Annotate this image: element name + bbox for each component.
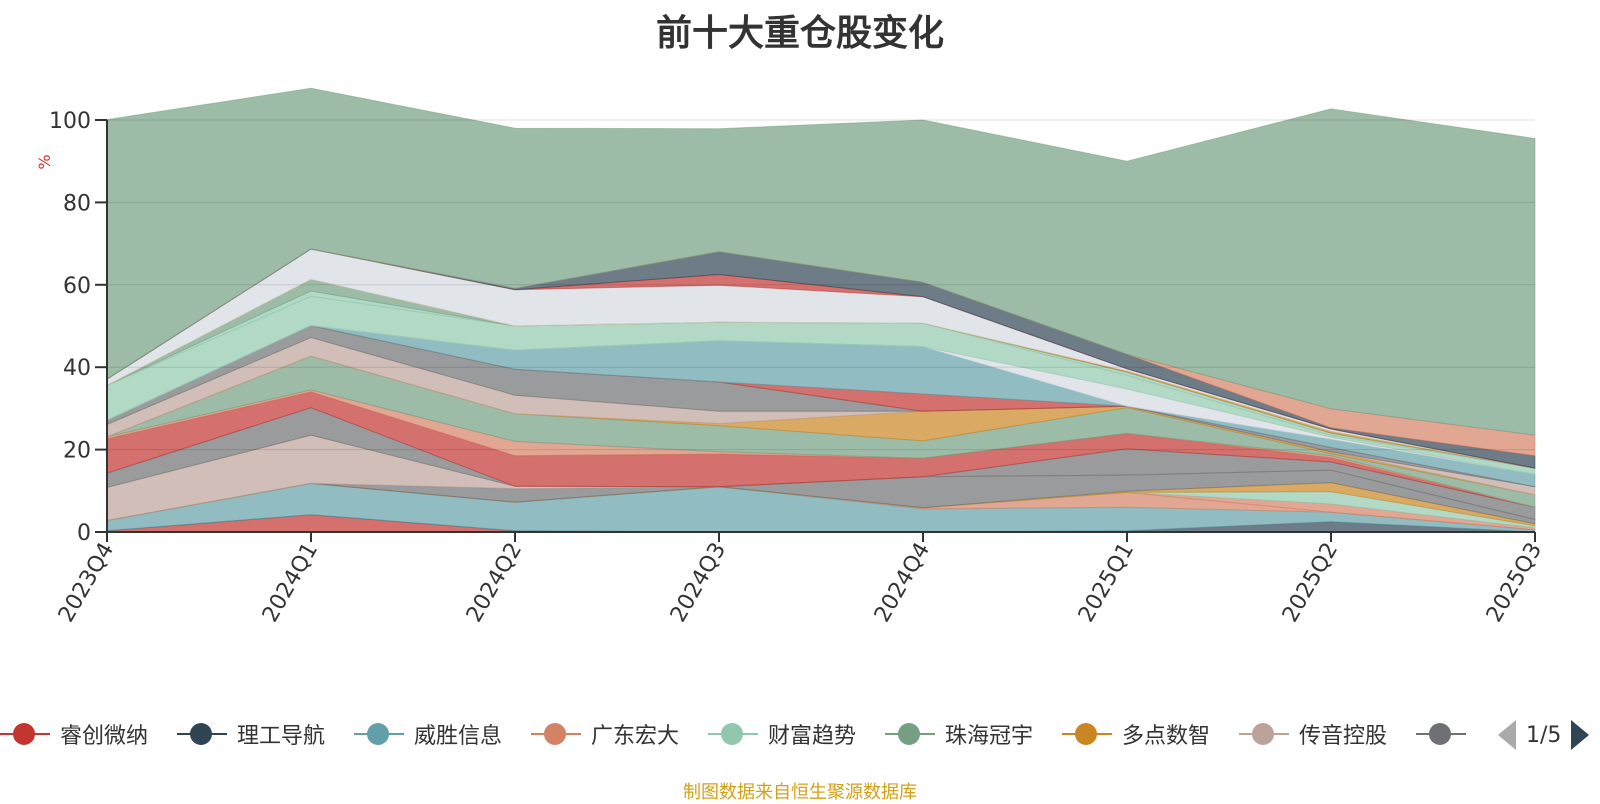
legend-label: 睿创微纳 [60, 724, 149, 749]
x-tick-label: 2024Q3 [666, 539, 731, 627]
pager-next-icon[interactable] [1571, 720, 1590, 750]
legend: 睿创微纳 理工导航 威胜信息 广东宏大 财富趋势 珠海冠宇 多点数智 传音控股 [0, 712, 1600, 756]
x-tick-label: 2024Q4 [870, 539, 935, 627]
legend-marker-icon [0, 719, 50, 749]
legend-label: 珠海冠宇 [945, 724, 1034, 749]
x-tick-label: 2025Q3 [1482, 539, 1547, 627]
legend-label: 威胜信息 [414, 724, 503, 749]
y-tick-label: 100 [49, 109, 91, 134]
pager-prev-icon[interactable] [1498, 720, 1516, 750]
legend-marker-icon [1239, 719, 1289, 749]
legend-item[interactable]: 多点数智 [1062, 712, 1210, 756]
grid-lines [107, 119, 1535, 451]
stacked-area-chart: 0 20 40 60 80 100 2023Q4 2024Q1 2024Q2 2024Q3 2024… [35, 87, 1547, 627]
area-layer-27 [106, 87, 1536, 436]
y-tick-label: 60 [63, 274, 91, 299]
pager-page-indicator: 1/5 [1526, 722, 1562, 748]
legend-item[interactable]: 睿创微纳 [0, 712, 148, 756]
legend-label: 财富趋势 [768, 724, 857, 749]
area-layers [106, 87, 1536, 533]
legend-marker-icon [531, 719, 581, 749]
legend-marker-icon [354, 719, 404, 749]
legend-label: 广东宏大 [591, 724, 680, 749]
x-tick-label: 2024Q1 [258, 539, 323, 627]
chart-title: 前十大重仓股变化 [655, 13, 944, 54]
y-tick-label: 40 [63, 356, 91, 381]
y-axis-unit-label: % [35, 154, 54, 169]
legend-item[interactable]: 广东宏大 [531, 712, 679, 756]
y-tick-label: 80 [63, 191, 91, 216]
footer-source-note: 制图数据来自恒生聚源数据库 [683, 782, 917, 803]
legend-marker-icon [1416, 719, 1466, 749]
legend-label: 多点数智 [1122, 724, 1211, 749]
legend-item[interactable]: 理工导航 [177, 712, 325, 756]
x-tick-label: 2025Q2 [1278, 539, 1343, 627]
y-tick-label: 0 [77, 521, 91, 546]
legend-item[interactable]: 传音控股 [1239, 712, 1387, 756]
y-tick-label: 20 [63, 439, 91, 464]
legend-item[interactable]: 威胜信息 [354, 712, 502, 756]
legend-label: 传音控股 [1299, 724, 1388, 749]
x-tick-label: 2025Q1 [1074, 539, 1139, 627]
legend-item[interactable]: 财富趋势 [708, 712, 856, 756]
legend-pager: 1/5 [1498, 718, 1590, 752]
legend-item[interactable]: 珠海冠宇 [885, 712, 1033, 756]
x-tick-label: 2023Q4 [54, 539, 119, 627]
legend-item[interactable] [1416, 712, 1476, 756]
legend-marker-icon [708, 719, 758, 749]
legend-marker-icon [177, 719, 227, 749]
legend-marker-icon [885, 719, 935, 749]
x-tick-label: 2024Q2 [462, 539, 527, 627]
legend-label: 理工导航 [237, 724, 326, 749]
legend-marker-icon [1062, 719, 1112, 749]
